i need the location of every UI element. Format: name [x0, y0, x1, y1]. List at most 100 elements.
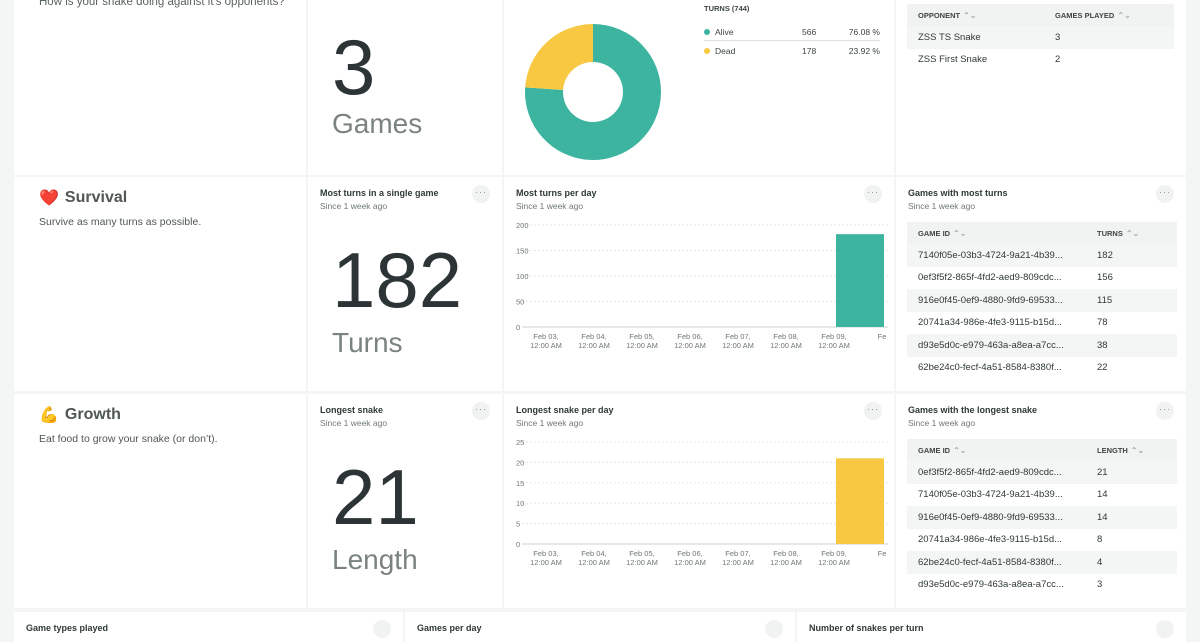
donut-slice-alive[interactable] [525, 24, 661, 160]
growth-section-card: 💪 Growth Eat food to grow your snake (or… [14, 394, 306, 608]
bar[interactable] [836, 234, 884, 327]
x-tick-label: Feb 03, [533, 549, 558, 558]
more-options-icon[interactable]: ··· [864, 402, 882, 420]
col-opponent[interactable]: OPPONENT ⌃⌄ [907, 4, 1044, 26]
more-options-icon[interactable] [765, 620, 783, 638]
dead-percent: 23.92 % [848, 46, 880, 56]
more-options-icon[interactable]: ··· [472, 185, 490, 203]
col-turns[interactable]: TURNS ⌃⌄ [1086, 222, 1177, 244]
longest-snake-table-card: Games with the longest snake Since 1 wee… [896, 394, 1186, 608]
table-row[interactable]: 62be24c0-fecf-4a51-8584-8380f... 22 [918, 362, 1108, 374]
longest-snake-value: 21 [332, 453, 419, 541]
table-row[interactable]: 916e0f45-0ef9-4880-9fd9-69533... 115 [907, 289, 1177, 312]
x-tick-label: Feb 05, [629, 332, 654, 341]
x-tick-label: 12:00 AM [722, 558, 754, 567]
x-tick-label: Fe [878, 549, 887, 558]
more-options-icon[interactable]: ··· [1156, 185, 1174, 203]
legend-row-dead[interactable]: Dead 178 23.92 % [704, 42, 880, 60]
turns-donut-chart [525, 24, 661, 160]
alive-dot [704, 28, 710, 35]
more-options-icon[interactable]: ··· [1156, 402, 1174, 420]
widget-title: Most turns per day [516, 188, 597, 198]
most-turns-unit: Turns [332, 327, 403, 358]
games-unit: Games [332, 108, 423, 139]
table-row[interactable]: 7140f05e-03b3-4724-9a21-4b39... 182 [907, 244, 1177, 267]
games-stat-card: 3 Games [308, 0, 502, 175]
bar[interactable] [836, 458, 884, 544]
table-row[interactable]: d93e5d0c-e979-463a-a8ea-a7cc... 3 [918, 579, 1103, 591]
widget-subtitle: Since 1 week ago [516, 418, 584, 428]
legend-row-alive[interactable]: Alive 566 76.08 % [704, 23, 880, 41]
y-tick-label: 20 [516, 458, 524, 467]
widget-title: Games per day [417, 623, 482, 633]
col-length[interactable]: LENGTH ⌃⌄ [1086, 439, 1177, 461]
table-row[interactable]: 20741a34-986e-4fe3-9115-b15d... 8 [918, 534, 1103, 546]
widget-title: Most turns in a single game [320, 188, 439, 198]
y-tick-label: 0 [516, 323, 520, 332]
x-tick-label: 12:00 AM [578, 558, 610, 567]
more-options-icon[interactable]: ··· [864, 185, 882, 203]
col-game-id[interactable]: GAME ID ⌃⌄ [907, 222, 1086, 244]
opponent-name: ZSS TS Snake [907, 26, 1044, 49]
most-turns-table: GAME ID ⌃⌄ TURNS ⌃⌄ 7140f05e-03b3-4724-9a2… [907, 222, 1177, 379]
x-tick-label: 12:00 AM [722, 341, 754, 350]
turns-donut-card: TURNS (744) [504, 0, 894, 175]
x-tick-label: 12:00 AM [770, 341, 802, 350]
x-tick-label: Feb 08, [773, 332, 798, 341]
games-per-day-card: Games per day [405, 612, 795, 642]
widget-subtitle: Since 1 week ago [516, 201, 584, 211]
longest-snake-stat-card: Longest snake Since 1 week ago ··· 21 Le… [308, 394, 502, 608]
widget-subtitle: Since 1 week ago [320, 201, 388, 211]
turns-per-day-card: Most turns per day Since 1 week ago ··· … [504, 177, 894, 391]
donut-slice-dead[interactable] [525, 24, 593, 90]
x-tick-label: Feb 07, [725, 332, 750, 341]
alive-percent: 76.08 % [848, 26, 880, 37]
alive-count: 566 [802, 26, 817, 37]
table-row[interactable]: 20741a34-986e-4fe3-9115-b15d... 78 [918, 317, 1108, 329]
table-row[interactable]: 916e0f45-0ef9-4880-9fd9-69533... 14 [907, 506, 1177, 529]
opponents-card: OPPONENT ⌃⌄ GAMES PLAYED ⌃⌄ ZSS TS Snake 3… [896, 0, 1186, 175]
x-tick-label: Feb 03, [533, 332, 558, 341]
longest-snake-table: GAME ID ⌃⌄ LENGTH ⌃⌄ 0ef3f5f2-865f-4fd2-ae… [907, 439, 1177, 596]
table-row[interactable]: ZSS First Snake 2 [907, 49, 1174, 72]
survival-title: ❤️ Survival [39, 189, 128, 207]
more-options-icon[interactable] [1156, 620, 1174, 638]
y-tick-label: 10 [516, 499, 524, 508]
col-game-id[interactable]: GAME ID ⌃⌄ [907, 439, 1086, 461]
flexed-bicep-icon: 💪 [39, 407, 59, 424]
table-row[interactable]: d93e5d0c-e979-463a-a8ea-a7cc... 38 [907, 334, 1177, 357]
y-tick-label: 100 [516, 272, 529, 281]
table-row[interactable]: 62be24c0-fecf-4a51-8584-8380f... 4 [907, 551, 1177, 574]
games-played: 3 [1044, 26, 1174, 49]
snakes-per-turn-card: Number of snakes per turn [797, 612, 1186, 642]
widget-subtitle: Since 1 week ago [908, 418, 976, 428]
more-options-icon[interactable]: ··· [472, 402, 490, 420]
table-row[interactable]: 7140f05e-03b3-4724-9a21-4b39... 14 [918, 489, 1108, 501]
opponent-name: ZSS First Snake [918, 54, 988, 66]
x-tick-label: Feb 04, [581, 332, 606, 341]
x-tick-label: 12:00 AM [578, 341, 610, 350]
heart-icon: ❤️ [39, 190, 59, 207]
most-turns-stat-card: Most turns in a single game Since 1 week… [308, 177, 502, 391]
table-row[interactable]: 0ef3f5f2-865f-4fd2-aed9-809cdc... 156 [918, 272, 1113, 284]
widget-subtitle: Since 1 week ago [320, 418, 388, 428]
growth-desc: Eat food to grow your snake (or don’t). [39, 433, 218, 445]
y-tick-label: 200 [516, 221, 529, 230]
x-tick-label: Feb 07, [725, 549, 750, 558]
table-row[interactable]: 0ef3f5f2-865f-4fd2-aed9-809cdc... 21 [907, 461, 1177, 484]
widget-title: Longest snake [320, 405, 384, 415]
most-turns-value: 182 [332, 236, 463, 324]
longest-snake-unit: Length [332, 544, 418, 575]
table-row[interactable]: ZSS TS Snake 3 [907, 26, 1174, 49]
more-options-icon[interactable] [373, 620, 391, 638]
x-tick-label: 12:00 AM [626, 341, 658, 350]
dead-count: 178 [802, 46, 817, 56]
x-tick-label: 12:00 AM [770, 558, 802, 567]
x-tick-label: Feb 05, [629, 549, 654, 558]
game-types-card: Game types played [14, 612, 403, 642]
intro-question: How is your snake doing against it's opp… [39, 0, 285, 8]
col-games-played[interactable]: GAMES PLAYED ⌃⌄ [1044, 4, 1174, 26]
y-tick-label: 50 [516, 298, 524, 307]
y-tick-label: 0 [516, 540, 520, 549]
